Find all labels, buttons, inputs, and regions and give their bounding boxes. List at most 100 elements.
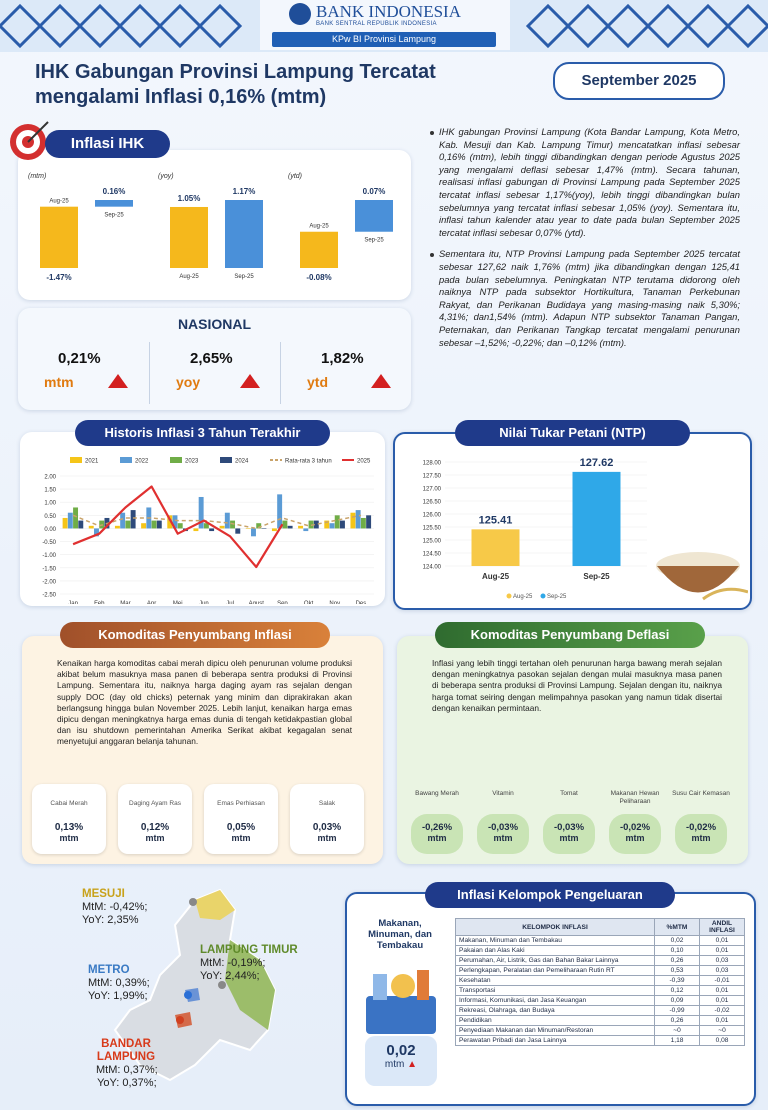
deflasi-items: Bawang Merah -0,26% mtm Vitamin -0,03% mtm Tom… xyxy=(405,754,745,859)
date-badge: September 2025 xyxy=(553,62,725,100)
value-label: 1.05% xyxy=(178,194,201,203)
legend-swatch xyxy=(220,457,232,463)
bar xyxy=(355,200,393,232)
bar xyxy=(67,512,73,529)
x-tick-label: Sep xyxy=(277,601,288,604)
x-tick-label: Mei xyxy=(173,601,183,604)
commodity-name: Bawang Merah xyxy=(415,790,459,797)
bar xyxy=(209,528,215,532)
commodity-value: 0,13% xyxy=(54,822,84,833)
table-cell: 0,53 xyxy=(654,965,700,976)
bar xyxy=(277,494,283,529)
y-tick-label: 127.00 xyxy=(423,487,442,493)
y-tick-label: -2.00 xyxy=(42,579,56,585)
nasional-heading: NASIONAL xyxy=(177,316,252,332)
commodity-unit: mtm xyxy=(231,833,251,843)
region-yoy: YoY: 2,44%; xyxy=(200,970,260,982)
x-tick-label: Agust xyxy=(249,601,265,604)
table-header-cell: KELOMPOK INFLASI xyxy=(455,918,655,936)
legend-label: Sep-25 xyxy=(547,594,567,600)
y-tick-label: 127.50 xyxy=(423,474,442,480)
bar xyxy=(235,528,241,534)
table-cell: Perawatan Pribadi dan Jasa Lainnya xyxy=(455,1035,655,1046)
table-row: Penyediaan Makanan dan Minuman/Restoran ~… xyxy=(455,1025,745,1036)
highlight-value: 0,02 xyxy=(386,1042,416,1059)
bar xyxy=(219,525,225,529)
table-cell: 0,01 xyxy=(699,1015,745,1026)
bar xyxy=(170,206,208,268)
y-tick-label: -1.00 xyxy=(42,553,56,559)
commodity-tile: Daging Ayam Ras 0,12% mtm xyxy=(118,784,192,854)
bullet: IHK gabungan Provinsi Lampung (Kota Band… xyxy=(430,126,740,239)
region-mtm: MtM: -0,42%; xyxy=(82,901,148,913)
legend-label: 2021 xyxy=(85,459,99,465)
y-tick-label: 0.00 xyxy=(44,527,56,533)
commodity-pill: -0,02% mtm xyxy=(675,814,727,854)
axis-label: (mtm) xyxy=(28,173,46,180)
commodity-tile: Salak 0,03% mtm xyxy=(290,784,364,854)
value-label: -0.08% xyxy=(306,273,331,282)
table-row: Rekreasi, Olahraga, dan Budaya -0,99 -0,02 xyxy=(455,1005,745,1016)
y-tick-label: -1.50 xyxy=(42,566,56,572)
value-label: 0.16% xyxy=(103,187,126,196)
bar xyxy=(172,515,178,529)
nasional-label: mtm xyxy=(44,374,74,390)
commodity-value: -0,02% xyxy=(685,822,717,833)
bar xyxy=(471,529,520,566)
table-row: Kesehatan -0,39 -0,01 xyxy=(455,975,745,986)
rice-bowl xyxy=(656,552,748,601)
region-name: MESUJI xyxy=(82,888,125,900)
bar xyxy=(245,528,251,529)
table-cell: 0,26 xyxy=(654,955,700,966)
table-cell: 0,26 xyxy=(654,1015,700,1026)
commodity-unit: mtm xyxy=(559,833,579,843)
bar xyxy=(120,512,126,529)
bar xyxy=(125,520,131,529)
commodity-name: Emas Perhiasan xyxy=(217,800,265,807)
y-tick-label: 1.50 xyxy=(44,488,56,494)
up-arrow xyxy=(108,374,128,388)
table-cell: -0,01 xyxy=(699,975,745,986)
x-tick-label: Feb xyxy=(94,601,105,604)
commodity-unit: mtm xyxy=(493,833,513,843)
y-tick-label: -2.50 xyxy=(42,593,56,599)
commodity-unit: mtm xyxy=(59,833,79,843)
legend-label: Rata-rata 3 tahun xyxy=(285,459,332,465)
commodity-value: 0,03% xyxy=(312,822,342,833)
table-cell: 0,01 xyxy=(699,985,745,996)
up-arrow xyxy=(371,374,391,388)
mini-chart: (yoy) 1.05% Aug-25 1.17% Sep-25 xyxy=(158,173,263,280)
legend-swatch xyxy=(120,457,132,463)
table-row: Pendidikan 0,26 0,01 xyxy=(455,1015,745,1026)
table-cell: 0,03 xyxy=(699,955,745,966)
bar xyxy=(62,517,68,529)
line-series xyxy=(72,485,284,569)
nasional-item: 2,65% yoy xyxy=(149,342,281,404)
commodity-value: 0,12% xyxy=(140,822,170,833)
x-tick-label: Nov xyxy=(329,601,340,604)
table-cell: 0,02 xyxy=(654,935,700,946)
bar xyxy=(287,525,293,529)
bar xyxy=(88,525,94,529)
commodity-name: Tomat xyxy=(560,790,578,797)
commodity-value: -0,02% xyxy=(619,822,651,833)
table-header: KELOMPOK INFLASI %MTM ANDIL INFLASI xyxy=(455,918,745,936)
bar xyxy=(298,525,304,529)
region-mtm: MtM: 0,39%; xyxy=(88,977,150,989)
bar xyxy=(308,520,314,529)
commodity-pill: -0,03% mtm xyxy=(543,814,595,854)
title: IHK Gabungan Provinsi Lampung Tercatat m… xyxy=(35,60,436,110)
table-cell: 0,01 xyxy=(699,935,745,946)
kelompok-heading: Inflasi Kelompok Pengeluaran xyxy=(425,882,675,908)
axis-label: (yoy) xyxy=(158,173,174,180)
commodity-value: -0,03% xyxy=(487,822,519,833)
commodity-unit: mtm xyxy=(427,833,447,843)
y-tick-label: 0.50 xyxy=(44,514,56,520)
commodity-name: Daging Ayam Ras xyxy=(129,800,181,807)
deflasi-card: Inflasi yang lebih tinggi tertahan oleh … xyxy=(397,636,748,864)
bar xyxy=(256,523,262,529)
nasional-value: 1,82% xyxy=(321,350,364,367)
table-row: Transportasi 0,12 0,01 xyxy=(455,985,745,996)
x-tick-label: Sep-25 xyxy=(583,572,610,581)
axis-label: (ytd) xyxy=(288,173,302,180)
